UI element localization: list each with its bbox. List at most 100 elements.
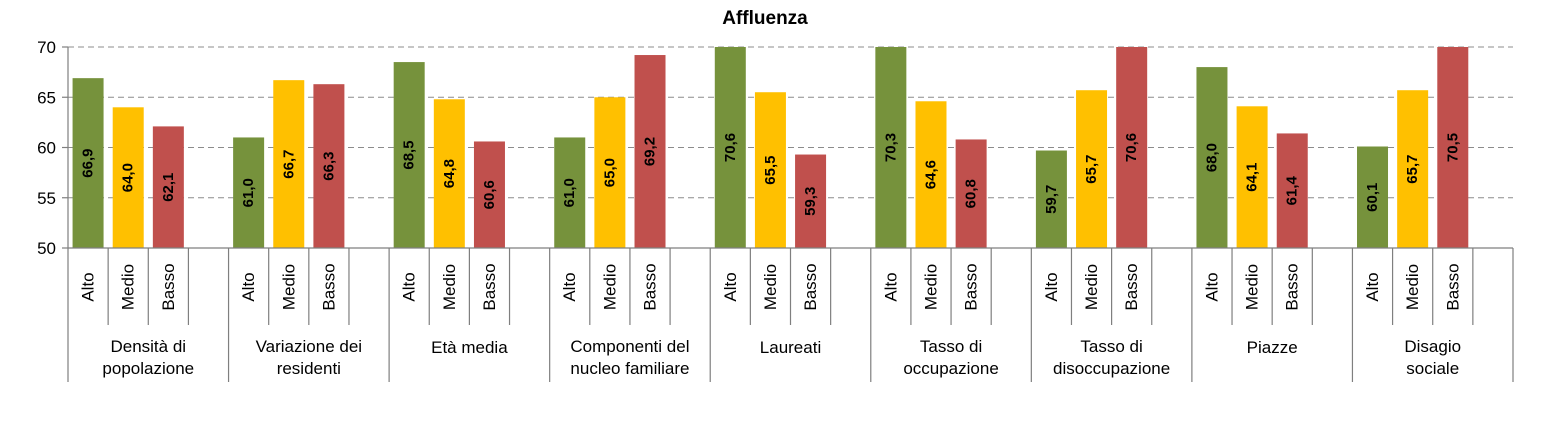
sub-category-label: Medio xyxy=(440,264,459,310)
sub-category-label: Medio xyxy=(761,264,780,310)
data-label: 64,8 xyxy=(441,159,458,188)
sub-category-label: Alto xyxy=(1363,272,1382,301)
data-label: 64,6 xyxy=(922,160,939,189)
bar-basso xyxy=(152,126,184,248)
data-label: 70,3 xyxy=(882,133,899,162)
data-label: 61,4 xyxy=(1284,175,1301,205)
y-tick-label: 50 xyxy=(37,239,56,258)
data-label: 68,5 xyxy=(401,140,418,169)
bar-medio xyxy=(433,99,465,248)
bar-medio xyxy=(112,107,144,248)
data-label: 68,0 xyxy=(1203,143,1220,172)
sub-category-label: Medio xyxy=(119,264,138,310)
y-tick-label: 55 xyxy=(37,189,56,208)
category-label: Età media xyxy=(431,338,508,357)
bar-medio xyxy=(915,101,947,249)
sub-category-label: Alto xyxy=(400,272,419,301)
sub-category-label: Medio xyxy=(279,264,298,310)
bar-medio xyxy=(1397,90,1429,248)
sub-category-label: Medio xyxy=(1403,264,1422,310)
sub-category-label: Alto xyxy=(560,272,579,301)
data-label: 60,1 xyxy=(1364,183,1381,212)
bar-medio xyxy=(594,97,626,248)
bar-alto xyxy=(1035,150,1067,248)
sub-category-label: Medio xyxy=(1243,264,1262,310)
sub-category-label: Alto xyxy=(1042,272,1061,301)
bar-basso xyxy=(1116,47,1148,248)
bar-alto xyxy=(1357,146,1389,248)
bar-alto xyxy=(233,137,265,248)
bar-medio xyxy=(1076,90,1108,248)
bar-alto xyxy=(393,62,425,249)
y-tick-label: 60 xyxy=(37,139,56,158)
bar-alto xyxy=(72,78,104,248)
data-label: 59,7 xyxy=(1043,185,1060,214)
bar-basso xyxy=(634,55,666,248)
bar-medio xyxy=(754,92,786,248)
category-label: Componenti del xyxy=(570,337,689,356)
sub-category-label: Alto xyxy=(881,272,900,301)
bar-alto xyxy=(875,47,907,248)
bar-medio xyxy=(273,80,305,248)
bar-alto xyxy=(1196,67,1228,248)
data-label: 65,0 xyxy=(601,158,618,187)
category-label: sociale xyxy=(1406,359,1459,378)
sub-category-label: Basso xyxy=(159,263,178,310)
sub-category-label: Basso xyxy=(480,263,499,310)
sub-category-label: Basso xyxy=(1443,263,1462,310)
category-label: Tasso di xyxy=(1080,337,1142,356)
data-label: 65,7 xyxy=(1404,155,1421,184)
category-label: popolazione xyxy=(102,359,194,378)
sub-category-label: Alto xyxy=(721,272,740,301)
data-label: 65,5 xyxy=(762,156,779,185)
data-label: 61,0 xyxy=(561,178,578,207)
category-label: Disagio xyxy=(1404,337,1461,356)
bar-basso xyxy=(795,154,827,248)
chart-title: Affluenza xyxy=(722,8,808,29)
data-label: 60,8 xyxy=(963,179,980,208)
data-label: 64,1 xyxy=(1244,163,1261,192)
data-label: 70,6 xyxy=(1123,133,1140,162)
sub-category-label: Basso xyxy=(641,263,660,310)
data-label: 65,7 xyxy=(1083,155,1100,184)
y-tick-label: 65 xyxy=(37,88,56,107)
sub-category-label: Alto xyxy=(239,272,258,301)
sub-category-label: Medio xyxy=(1082,264,1101,310)
sub-category-label: Alto xyxy=(1202,272,1221,301)
category-label: Variazione dei xyxy=(256,337,362,356)
data-label: 70,6 xyxy=(722,133,739,162)
bar-basso xyxy=(313,84,345,248)
category-label: Densità di xyxy=(110,337,186,356)
category-label: disoccupazione xyxy=(1053,359,1170,378)
bar-basso xyxy=(955,139,987,248)
bar-basso xyxy=(1276,133,1308,248)
bar-basso xyxy=(1437,47,1469,248)
sub-category-label: Medio xyxy=(921,264,940,310)
category-label: Piazze xyxy=(1247,338,1298,357)
bar-medio xyxy=(1236,106,1268,248)
data-label: 66,9 xyxy=(80,148,97,177)
data-label: 66,3 xyxy=(320,151,337,180)
data-label: 62,1 xyxy=(160,173,177,202)
data-label: 61,0 xyxy=(240,178,257,207)
sub-category-label: Basso xyxy=(801,263,820,310)
data-label: 69,2 xyxy=(642,137,659,166)
data-label: 64,0 xyxy=(120,163,137,192)
data-label: 70,5 xyxy=(1444,133,1461,162)
bar-alto xyxy=(554,137,586,248)
sub-category-label: Basso xyxy=(1122,263,1141,310)
sub-category-label: Basso xyxy=(962,263,981,310)
category-label: Tasso di xyxy=(920,337,982,356)
bar-basso xyxy=(473,141,505,248)
category-label: residenti xyxy=(277,359,341,378)
bar-alto xyxy=(714,47,746,248)
data-label: 59,3 xyxy=(802,187,819,216)
category-label: occupazione xyxy=(903,359,998,378)
data-label: 66,7 xyxy=(280,149,297,178)
sub-category-label: Basso xyxy=(319,263,338,310)
sub-category-label: Medio xyxy=(600,264,619,310)
data-label: 60,6 xyxy=(481,180,498,209)
category-label: Laureati xyxy=(760,338,821,357)
sub-category-label: Basso xyxy=(1283,263,1302,310)
